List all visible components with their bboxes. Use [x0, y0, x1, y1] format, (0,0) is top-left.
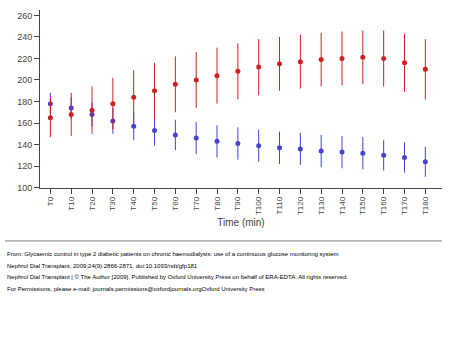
svg-text:T70: T70 — [192, 196, 201, 210]
svg-text:240: 240 — [17, 32, 32, 42]
svg-text:From: Glycaemic control in typ: From: Glycaemic control in type 2 diabet… — [7, 251, 339, 257]
svg-text:T150: T150 — [358, 196, 367, 215]
svg-text:200: 200 — [17, 75, 32, 85]
svg-text:T140: T140 — [338, 196, 347, 215]
svg-text:T0: T0 — [46, 196, 55, 206]
svg-text:180: 180 — [17, 97, 32, 107]
svg-text:T10: T10 — [67, 196, 76, 210]
svg-text:Nephrol Dial Transplant. 2009;: Nephrol Dial Transplant. 2009;24(9):2866… — [7, 263, 198, 269]
svg-text:T40: T40 — [129, 196, 138, 210]
svg-text:T90: T90 — [233, 196, 242, 210]
svg-text:160: 160 — [17, 118, 32, 128]
svg-text:T180: T180 — [421, 196, 430, 215]
svg-text:T160: T160 — [379, 196, 388, 215]
svg-text:T120: T120 — [296, 196, 305, 215]
svg-text:T110: T110 — [275, 196, 284, 214]
svg-text:220: 220 — [17, 54, 32, 64]
svg-text:For Permissions, please e-mail: For Permissions, please e-mail: journals… — [7, 286, 265, 292]
svg-text:T170: T170 — [400, 196, 409, 215]
svg-text:140: 140 — [17, 140, 32, 150]
svg-text:T20: T20 — [88, 196, 97, 210]
svg-text:T130: T130 — [317, 196, 326, 215]
svg-text:260: 260 — [17, 11, 32, 21]
svg-text:T100: T100 — [254, 196, 263, 215]
svg-text:T60: T60 — [171, 196, 180, 210]
svg-text:T30: T30 — [108, 196, 117, 210]
svg-text:T80: T80 — [213, 196, 222, 210]
svg-text:T50: T50 — [150, 196, 159, 210]
svg-text:100: 100 — [17, 183, 32, 193]
svg-text:Time (min): Time (min) — [217, 217, 264, 228]
svg-text:Nephrol Dial Transplant | © Th: Nephrol Dial Transplant | © The Author [… — [7, 274, 348, 280]
svg-text:120: 120 — [17, 161, 32, 171]
